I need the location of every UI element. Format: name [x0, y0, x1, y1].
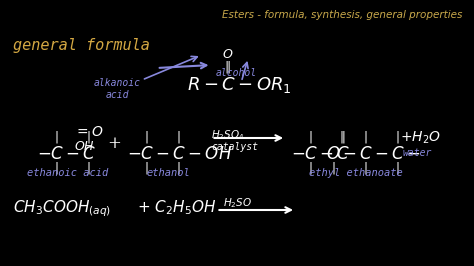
Text: ethyl ethanoate: ethyl ethanoate: [309, 168, 402, 178]
Text: $R-\overset{O}{\overset{\|}{C}}-OR_1$: $R-\overset{O}{\overset{\|}{C}}-OR_1$: [187, 48, 292, 97]
Text: $H_2SO_4$: $H_2SO_4$: [211, 128, 245, 142]
Text: Esters - formula, synthesis, general properties: Esters - formula, synthesis, general pro…: [222, 10, 462, 20]
Text: +: +: [107, 135, 121, 152]
Text: water: water: [402, 148, 432, 158]
Text: $=O$: $=O$: [74, 125, 104, 139]
Text: ethanoic acid: ethanoic acid: [27, 168, 108, 178]
Text: $+ H_2O$: $+ H_2O$: [401, 130, 441, 146]
Text: alkanoic
acid: alkanoic acid: [93, 78, 140, 99]
Text: $-\overset{|}{\underset{|}{C}}-\overset{|}{\underset{|}{C}}-OH$: $-\overset{|}{\underset{|}{C}}-\overset{…: [127, 130, 232, 178]
Text: alcohol: alcohol: [216, 68, 257, 78]
Text: $CH_3COOH_{(aq)}$: $CH_3COOH_{(aq)}$: [13, 198, 111, 219]
Text: $+\ C_2H_5OH$: $+\ C_2H_5OH$: [137, 198, 216, 217]
Text: $\underset{|}{O}-\overset{|}{\underset{|}{C}}-\overset{|}{\underset{|}{C}}-$: $\underset{|}{O}-\overset{|}{\underset{|…: [326, 130, 420, 178]
Text: general formula: general formula: [12, 38, 149, 53]
Text: catalyst: catalyst: [211, 142, 258, 152]
Text: $H_2SO$: $H_2SO$: [223, 196, 253, 210]
Text: $-\overset{|}{\underset{|}{C}}-\overset{\|}{C}$: $-\overset{|}{\underset{|}{C}}-\overset{…: [291, 130, 350, 178]
Text: ethanol: ethanol: [147, 168, 191, 178]
Text: $OH$: $OH$: [74, 140, 95, 153]
Text: $-\overset{|}{\underset{|}{C}}-\overset{|}{\underset{|}{C}}$: $-\overset{|}{\underset{|}{C}}-\overset{…: [37, 130, 97, 178]
